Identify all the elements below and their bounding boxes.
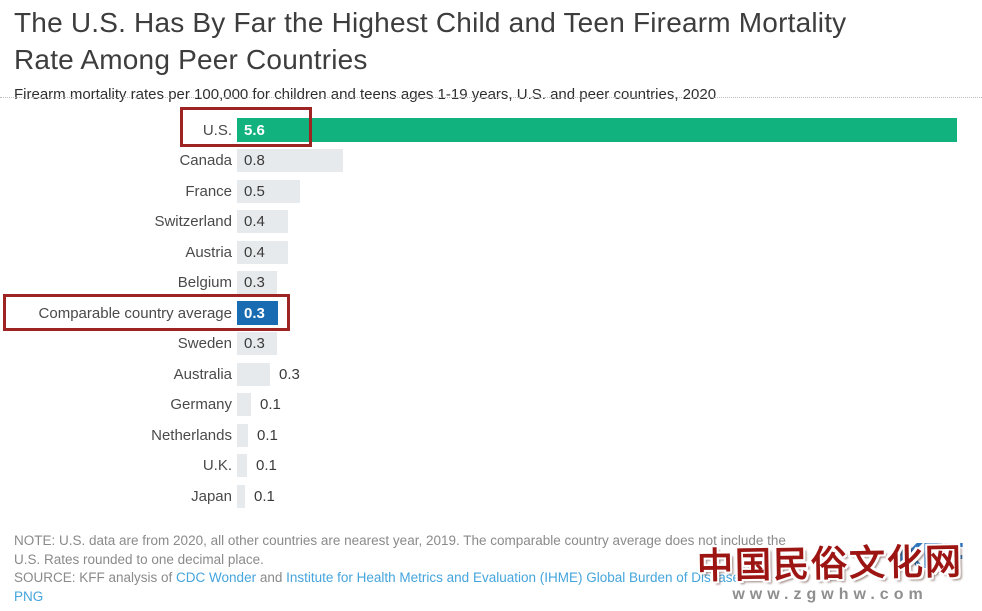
value-label: 0.4 <box>244 243 265 261</box>
value-label: 0.8 <box>244 152 265 170</box>
bar-chart: U.S. 5.6 Canada 0.8 France 0.5 Switzerland 0.4 A… <box>0 115 982 512</box>
chart-row: Canada 0.8 <box>0 146 982 177</box>
value-label: 0.3 <box>279 365 300 383</box>
country-label: Austria <box>185 243 232 261</box>
chart-row: U.K. 0.1 <box>0 451 982 482</box>
value-label: 0.3 <box>244 335 265 353</box>
source-link[interactable]: Institute for Health Metrics and Evaluat… <box>286 570 741 585</box>
value-label: 0.1 <box>257 426 278 444</box>
value-bar <box>237 484 245 508</box>
title-line-2: Rate Among Peer Countries <box>14 44 368 75</box>
country-label: France <box>185 182 232 200</box>
chart-row: Austria 0.4 <box>0 237 982 268</box>
chart-row: Belgium 0.3 <box>0 268 982 299</box>
value-bar <box>237 393 251 417</box>
source-link[interactable]: CDC Wonder <box>176 570 257 585</box>
bar-area: 0.3 <box>237 301 982 326</box>
title-line-1: The U.S. Has By Far the Highest Child an… <box>14 7 847 38</box>
country-label: Sweden <box>177 335 232 353</box>
country-label: Comparable country average <box>38 304 232 322</box>
value-label: 5.6 <box>244 121 265 139</box>
chart-row: France 0.5 <box>0 176 982 207</box>
source-text: and <box>256 570 287 585</box>
note-line-1: NOTE: U.S. data are from 2020, all other… <box>14 533 786 548</box>
value-bar: 0.3 <box>237 271 277 295</box>
country-label: U.S. <box>202 121 232 139</box>
value-bar <box>237 423 248 447</box>
bar-area: 0.1 <box>237 454 982 478</box>
bar-area: 0.3 <box>237 271 982 295</box>
chart-row: Comparable country average 0.3 <box>0 298 982 329</box>
page-title: The U.S. Has By Far the Highest Child an… <box>14 4 964 78</box>
country-label: Switzerland <box>154 213 232 231</box>
bar-area: 0.4 <box>237 210 982 234</box>
value-bar: 5.6 <box>237 118 957 143</box>
value-bar <box>237 362 270 386</box>
bar-area: 0.3 <box>237 332 982 356</box>
value-label: 0.1 <box>254 487 275 505</box>
chart-row: Sweden 0.3 <box>0 329 982 360</box>
country-label: U.K. <box>202 457 232 475</box>
kff-logo: KFF <box>898 535 964 576</box>
header-divider <box>0 97 982 98</box>
source-text: SOURCE: KFF analysis of <box>14 570 177 585</box>
chart-row: Australia 0.3 <box>0 359 982 390</box>
country-label: Japan <box>191 487 232 505</box>
value-label: 0.4 <box>244 213 265 231</box>
chart-row: Japan 0.1 <box>0 481 982 512</box>
value-bar: 0.8 <box>237 149 343 173</box>
chart-row: Netherlands 0.1 <box>0 420 982 451</box>
png-download-link[interactable]: PNG <box>14 588 44 604</box>
value-label: 0.5 <box>244 182 265 200</box>
country-label: Belgium <box>177 274 232 292</box>
bar-area: 0.3 <box>237 362 982 386</box>
country-label: Australia <box>173 365 232 383</box>
source-line: SOURCE: KFF analysis of CDC Wonder and I… <box>14 569 964 588</box>
value-label: 0.1 <box>256 457 277 475</box>
value-bar <box>237 454 247 478</box>
value-bar: 0.4 <box>237 240 288 264</box>
bar-area: 0.1 <box>237 393 982 417</box>
country-label: Canada <box>179 152 232 170</box>
chart-row: Switzerland 0.4 <box>0 207 982 238</box>
bar-area: 0.1 <box>237 423 982 447</box>
country-label: Netherlands <box>151 426 232 444</box>
chart-subtitle: Firearm mortality rates per 100,000 for … <box>14 86 717 103</box>
value-bar: 0.5 <box>237 179 300 203</box>
value-bar: 0.3 <box>237 301 278 326</box>
value-label: 0.3 <box>244 304 265 322</box>
value-label: 0.3 <box>244 274 265 292</box>
bar-area: 0.1 <box>237 484 982 508</box>
note-line-2: U.S. Rates rounded to one decimal place. <box>14 551 264 567</box>
chart-header: The U.S. Has By Far the Highest Child an… <box>14 4 964 103</box>
value-bar: 0.3 <box>237 332 277 356</box>
bar-area: 0.4 <box>237 240 982 264</box>
value-label: 0.1 <box>260 396 281 414</box>
country-label: Germany <box>170 396 232 414</box>
bar-area: 0.8 <box>237 149 982 173</box>
bar-area: 0.5 <box>237 179 982 203</box>
chart-row: Germany 0.1 <box>0 390 982 421</box>
chart-row: U.S. 5.6 <box>0 115 982 146</box>
chart-footer: NOTE: U.S. data are from 2020, all other… <box>14 532 964 606</box>
value-bar: 0.4 <box>237 210 288 234</box>
bar-area: 5.6 <box>237 118 982 143</box>
